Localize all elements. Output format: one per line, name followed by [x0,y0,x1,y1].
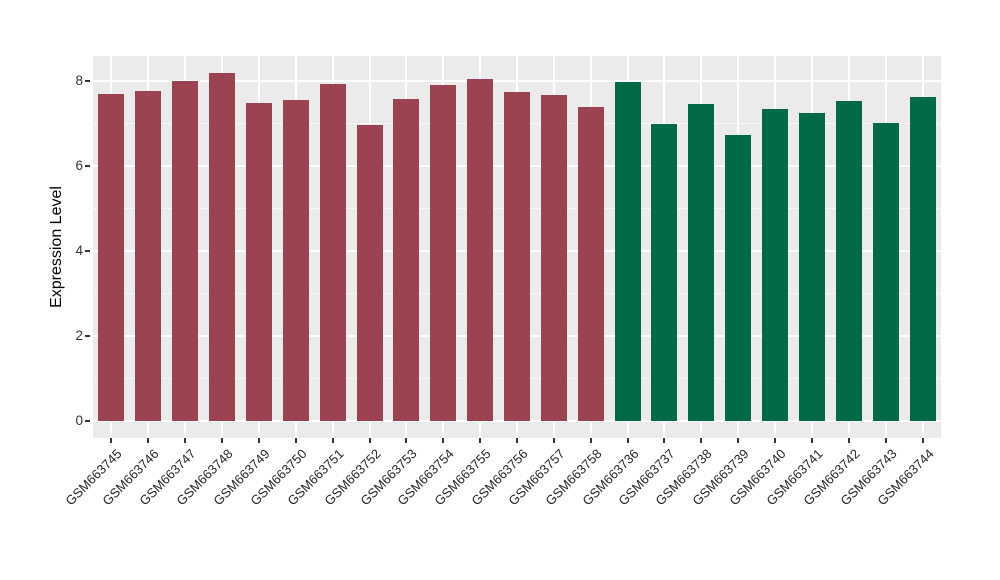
bar-gsm663741 [798,112,825,421]
x-tick-mark [884,438,887,443]
bar-gsm663746 [135,91,162,421]
bar-gsm663751 [319,83,346,421]
y-tick-mark [85,419,90,422]
x-tick-mark [921,438,924,443]
bar-gsm663745 [98,94,125,421]
bar-gsm663753 [393,99,420,421]
bar-gsm663755 [467,78,494,421]
x-tick-mark [257,438,260,443]
bar-gsm663752 [356,125,383,421]
y-tick-mark [85,165,90,168]
bar-gsm663738 [688,103,715,421]
bar-gsm663743 [872,122,899,421]
x-tick-mark [700,438,703,443]
bar-gsm663736 [614,82,641,421]
bar-gsm663740 [762,108,789,421]
x-tick-mark [331,438,334,443]
y-tick-label: 0 [75,412,83,428]
x-tick-mark [368,438,371,443]
bar-gsm663749 [245,102,272,421]
x-tick-mark [147,438,150,443]
bar-gsm663757 [540,94,567,421]
x-tick-mark [810,438,813,443]
x-tick-mark [479,438,482,443]
x-tick-mark [294,438,297,443]
y-tick-label: 2 [75,327,83,343]
x-tick-mark [110,438,113,443]
bar-gsm663737 [651,123,678,421]
x-tick-mark [737,438,740,443]
y-tick-mark [85,334,90,337]
bar-gsm663742 [835,100,862,421]
y-tick-label: 4 [75,243,83,259]
y-tick-mark [85,250,90,253]
plot-panel [93,56,941,438]
x-tick-mark [221,438,224,443]
x-tick-mark [589,438,592,443]
y-tick-label: 8 [75,73,83,89]
x-tick-mark [516,438,518,443]
x-tick-mark [774,438,777,443]
x-tick-mark [552,438,555,443]
x-tick-mark [442,438,445,443]
bar-gsm663748 [209,73,236,421]
x-tick-mark [184,438,187,443]
bar-gsm663758 [577,106,604,421]
bar-gsm663747 [172,81,199,421]
y-tick-label: 6 [75,158,83,174]
x-tick-mark [626,438,629,443]
x-tick-mark [663,438,666,443]
bar-gsm663754 [430,85,457,421]
x-tick-mark [405,438,408,443]
bar-gsm663750 [282,99,309,421]
x-tick-mark [847,438,850,443]
bar-gsm663756 [504,91,530,421]
bar-gsm663744 [909,97,936,421]
bar-gsm663739 [725,135,752,421]
y-tick-mark [85,80,90,83]
